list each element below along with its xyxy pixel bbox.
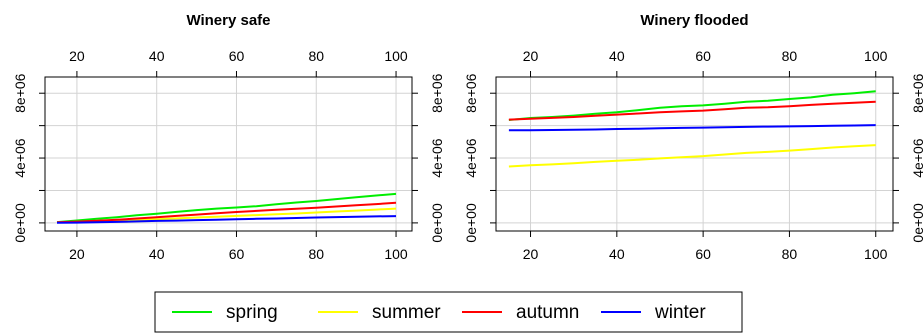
x-tick-label: 80 [308, 246, 324, 262]
y-tick-label: 0e+00 [463, 203, 479, 243]
legend: spring summer autumn winter [154, 291, 743, 333]
y-tick-label: 8e+06 [910, 73, 923, 113]
y-tick-label: 0e+00 [12, 203, 28, 243]
y-tick-label: 8e+06 [463, 73, 479, 113]
series-line-winter [56, 215, 397, 224]
y-tick-label: 8e+06 [12, 73, 28, 113]
x-tick-label: 80 [782, 246, 798, 262]
legend-label-summer: summer [372, 302, 441, 323]
x-tick-label: 40 [609, 246, 625, 262]
x-tick-label: 80 [782, 48, 798, 64]
y-tick-label: 4e+06 [12, 138, 28, 178]
chart-title: Winery flooded [640, 12, 748, 29]
x-tick-label: 100 [864, 48, 888, 64]
x-tick-label: 40 [149, 246, 165, 262]
x-tick-label: 20 [69, 246, 85, 262]
series-line-summer [508, 144, 876, 168]
x-tick-label: 80 [308, 48, 324, 64]
x-tick-label: 40 [149, 48, 165, 64]
x-tick-label: 20 [69, 48, 85, 64]
legend-label-autumn: autumn [516, 302, 579, 323]
y-tick-label: 0e+00 [910, 203, 923, 243]
x-tick-label: 60 [695, 246, 711, 262]
legend-label-winter: winter [654, 302, 706, 323]
y-tick-label: 0e+00 [429, 203, 445, 243]
series-line-spring [508, 90, 876, 121]
series-line-spring [56, 192, 397, 224]
x-tick-label: 100 [384, 246, 408, 262]
x-tick-label: 60 [695, 48, 711, 64]
legend-label-spring: spring [226, 302, 278, 323]
x-tick-label: 100 [864, 246, 888, 262]
plot-frame [495, 76, 894, 232]
plot-frame [44, 76, 413, 232]
x-tick-label: 60 [229, 48, 245, 64]
y-tick-label: 4e+06 [429, 138, 445, 178]
series-line-autumn [508, 100, 876, 121]
x-tick-label: 20 [523, 246, 539, 262]
x-tick-label: 100 [384, 48, 408, 64]
y-tick-label: 8e+06 [429, 73, 445, 113]
x-tick-label: 20 [523, 48, 539, 64]
series-line-winter [508, 124, 876, 132]
legend-box [154, 291, 743, 333]
chart-title: Winery safe [186, 12, 270, 29]
panel-winery-safe: Winery safe 20 20 40 40 60 60 80 80 100 100 0e+00 0… [12, 12, 445, 262]
x-tick-label: 60 [229, 246, 245, 262]
y-tick-label: 4e+06 [463, 138, 479, 178]
y-tick-label: 4e+06 [910, 138, 923, 178]
series-line-autumn [56, 201, 397, 224]
x-tick-label: 40 [609, 48, 625, 64]
panel-winery-flooded: Winery flooded 20 20 40 40 60 60 80 80 100 100 0e+… [463, 12, 923, 262]
